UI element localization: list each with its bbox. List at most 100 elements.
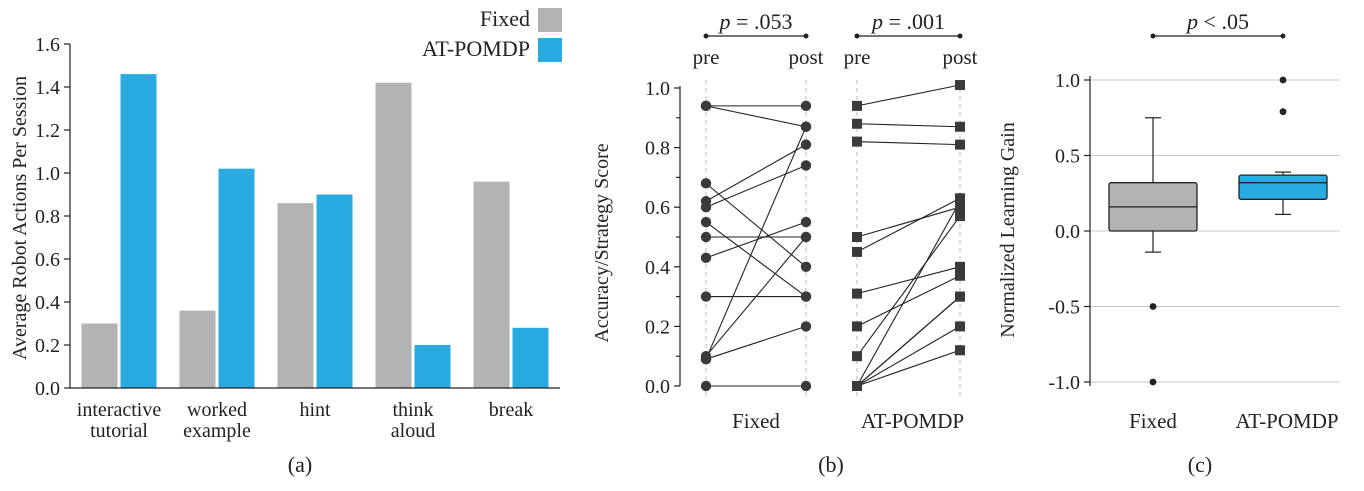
data-point-square xyxy=(955,80,965,91)
pre-label: pre xyxy=(693,45,720,69)
panel-b-paired-plot: Accuracy/Strategy Score 0.0 0.2 0.4 0.6 0.8 1… xyxy=(591,9,978,477)
data-point-square xyxy=(955,196,965,207)
data-point-square xyxy=(955,291,965,302)
bracket-end-dot xyxy=(854,33,860,39)
p-value-label: p = .053 xyxy=(718,9,793,34)
bar-at-pomdp xyxy=(512,327,549,388)
pair-line xyxy=(856,84,961,107)
panel-c-ylabel: Normalized Learning Gain xyxy=(997,122,1019,337)
data-point-square xyxy=(955,261,965,272)
data-point-circle xyxy=(800,321,812,332)
pair-line xyxy=(856,141,961,146)
data-point-square xyxy=(955,139,965,150)
pair-line xyxy=(705,144,807,202)
y-tick-label: 0.6 xyxy=(645,197,670,219)
pair-line xyxy=(705,105,807,128)
pair-line xyxy=(856,197,961,253)
y-tick-label: 0.2 xyxy=(35,335,60,357)
p-value-label: p = .001 xyxy=(870,9,945,34)
x-tick-label: example xyxy=(183,420,251,442)
legend-label-fixed: Fixed xyxy=(480,6,530,31)
bracket-end-dot xyxy=(957,33,963,39)
data-point-circle xyxy=(800,380,812,392)
x-tick-label: Fixed xyxy=(1129,409,1177,433)
pair-line xyxy=(856,349,961,387)
pair-line xyxy=(856,206,961,238)
data-point-square xyxy=(852,232,862,242)
data-point-square xyxy=(955,270,965,281)
group-label: AT-POMDP xyxy=(861,409,964,433)
data-point-circle xyxy=(800,121,812,132)
bar-at-pomdp xyxy=(316,194,353,388)
panel-a-legend: Fixed AT-POMDP xyxy=(422,6,562,62)
data-point-circle xyxy=(700,380,712,392)
y-tick-label: 1.0 xyxy=(35,163,60,185)
data-point-circle xyxy=(700,100,712,112)
legend-swatch-at-pomdp xyxy=(538,38,562,62)
x-tick-label: break xyxy=(489,399,533,421)
legend-swatch-fixed xyxy=(538,8,562,32)
bracket-end-dot xyxy=(1280,33,1286,39)
y-tick-label: 1.0 xyxy=(1055,70,1080,92)
pair-line xyxy=(705,221,807,298)
y-tick-label: 1.4 xyxy=(35,77,60,99)
outlier-point xyxy=(1149,378,1157,386)
legend-label-at-pomdp: AT-POMDP xyxy=(422,36,530,61)
pair-line xyxy=(705,236,807,357)
pair-line xyxy=(705,126,807,360)
pre-label: pre xyxy=(844,45,871,69)
bar-fixed xyxy=(179,310,216,388)
data-point-circle xyxy=(800,291,812,302)
x-tick-label: hint xyxy=(299,399,331,421)
data-point-square xyxy=(955,345,965,356)
bracket-end-dot xyxy=(1150,33,1156,39)
bracket-end-dot xyxy=(703,33,709,39)
y-tick-label: 0.8 xyxy=(35,206,60,228)
data-point-square xyxy=(852,100,862,111)
data-point-square xyxy=(852,381,862,391)
pair-line xyxy=(705,164,807,208)
panel-a-ylabel: Average Robot Actions Per Session xyxy=(9,76,31,360)
data-point-square xyxy=(852,351,862,362)
pair-line xyxy=(856,215,961,357)
data-point-square xyxy=(955,121,965,132)
bar-fixed xyxy=(81,323,118,388)
data-point-circle xyxy=(700,353,712,365)
pair-line xyxy=(856,325,961,387)
pair-line xyxy=(705,325,807,360)
pair-line xyxy=(856,266,961,295)
data-point-circle xyxy=(800,139,812,150)
panel-a-bar-chart: Average Robot Actions Per Session Fixed … xyxy=(9,6,562,477)
bar-at-pomdp xyxy=(120,74,157,388)
data-point-circle xyxy=(700,216,712,228)
data-point-circle xyxy=(800,160,812,171)
data-point-circle xyxy=(700,231,712,243)
y-tick-label: 0.5 xyxy=(1055,146,1080,168)
data-point-square xyxy=(955,202,965,213)
y-tick-label: 0.2 xyxy=(645,316,670,338)
x-tick-label: aloud xyxy=(391,420,435,442)
y-tick-label: 0.6 xyxy=(35,249,60,271)
panel-b-caption: (b) xyxy=(818,452,844,477)
y-tick-label: 1.2 xyxy=(35,120,60,142)
data-point-circle xyxy=(800,100,812,112)
pair-line xyxy=(705,221,807,259)
data-point-circle xyxy=(800,231,812,243)
pair-line xyxy=(856,123,961,128)
bar-at-pomdp xyxy=(414,345,451,388)
post-label: post xyxy=(942,45,977,69)
data-point-circle xyxy=(800,216,812,228)
bar-fixed xyxy=(375,82,412,388)
y-tick-label: 1.0 xyxy=(645,78,670,100)
outlier-point xyxy=(1279,76,1287,84)
bar-at-pomdp xyxy=(218,168,255,388)
panel-b-ylabel: Accuracy/Strategy Score xyxy=(591,143,613,342)
data-point-square xyxy=(852,118,862,129)
outlier-point xyxy=(1149,303,1157,310)
panel-c-caption: (c) xyxy=(1188,452,1212,477)
data-point-square xyxy=(955,321,965,332)
x-tick-label: worked xyxy=(187,399,247,421)
data-point-circle xyxy=(800,261,812,272)
pair-line xyxy=(856,296,961,387)
y-tick-label: -0.5 xyxy=(1048,297,1080,319)
